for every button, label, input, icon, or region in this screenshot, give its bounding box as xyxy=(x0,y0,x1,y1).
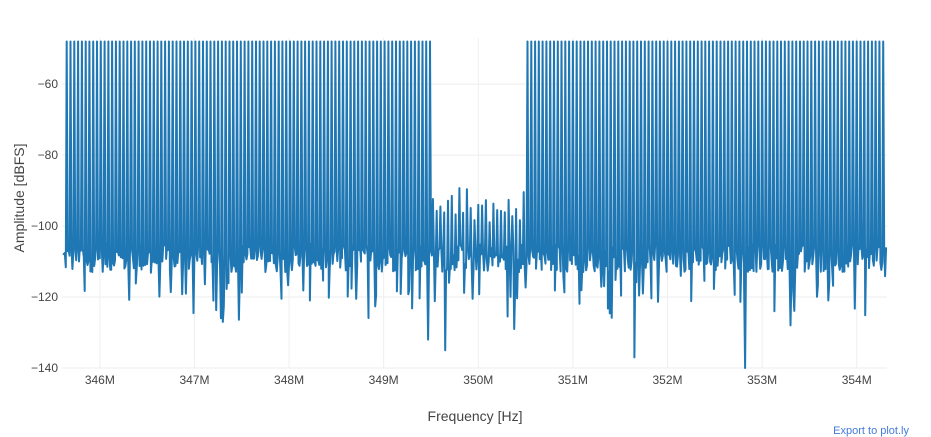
export-watermark[interactable]: Export to plot.ly xyxy=(833,425,909,437)
x-axis-title: Frequency [Hz] xyxy=(428,408,523,424)
x-tick-label: 353M xyxy=(747,373,777,387)
x-axis-ticks: 346M 347M 348M 349M 350M 351M 352M 353M 354M xyxy=(85,373,872,387)
x-tick-label: 351M xyxy=(558,373,588,387)
y-tick-label: −100 xyxy=(31,219,58,233)
spectrum-trace xyxy=(62,40,888,369)
x-tick-label: 347M xyxy=(179,373,209,387)
x-tick-label: 346M xyxy=(85,373,115,387)
y-axis-title: Amplitude [dBFS] xyxy=(11,144,27,253)
series-line xyxy=(62,40,888,369)
x-tick-label: 349M xyxy=(369,373,399,387)
x-tick-label: 352M xyxy=(652,373,682,387)
y-tick-label: −80 xyxy=(38,148,59,162)
x-tick-label: 354M xyxy=(842,373,872,387)
x-tick-label: 350M xyxy=(463,373,493,387)
x-tick-label: 348M xyxy=(274,373,304,387)
y-tick-label: −60 xyxy=(38,77,59,91)
y-tick-label: −140 xyxy=(31,361,58,375)
y-axis-ticks: −140 −120 −100 −80 −60 xyxy=(31,77,58,375)
y-tick-label: −120 xyxy=(31,290,58,304)
